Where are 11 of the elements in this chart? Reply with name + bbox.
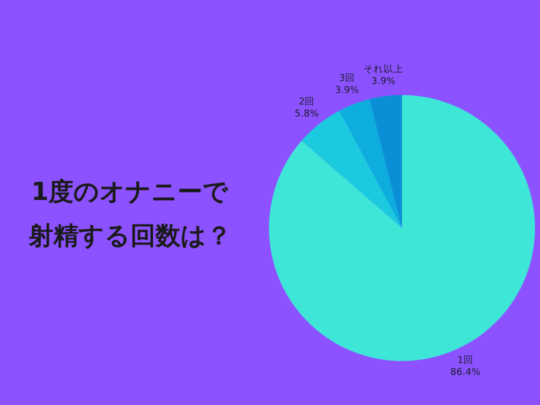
slice-label: 2回 — [298, 96, 315, 108]
data-label: 5.8% — [294, 108, 319, 120]
slice-label: 1回 — [457, 355, 474, 366]
data-label: 3.9% — [334, 85, 360, 96]
pie-slice — [370, 95, 402, 228]
slice-label: それ以上 — [363, 63, 404, 76]
data-label: 3.9% — [371, 76, 396, 88]
text: 1度のオナニーで射精する回数は？ — [28, 177, 232, 250]
slice-label: 3回 — [338, 73, 356, 84]
data-label: 86.4% — [450, 367, 480, 378]
pie-slice — [339, 98, 402, 228]
